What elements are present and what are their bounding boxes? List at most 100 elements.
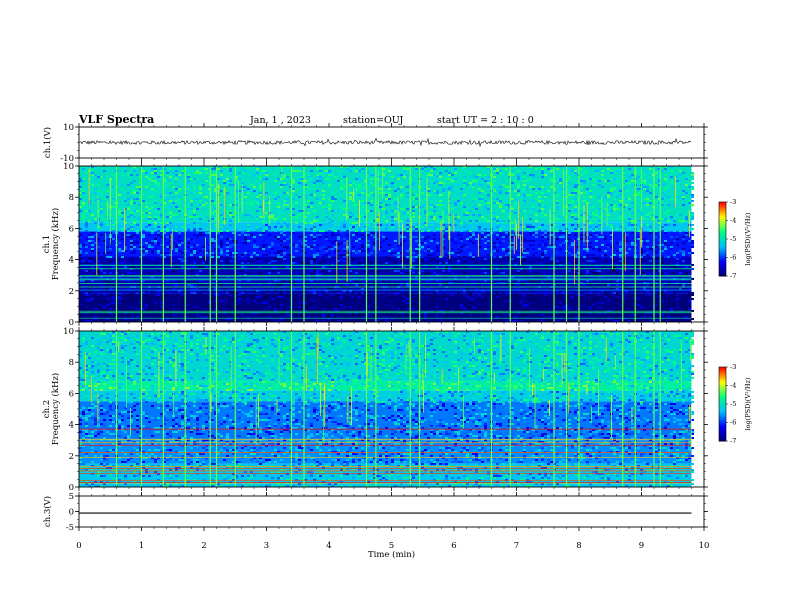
spectrogram-cell — [277, 256, 280, 258]
spectrogram-cell — [79, 320, 82, 322]
spectrogram-cell — [247, 208, 250, 210]
spectrogram-cell — [403, 266, 406, 268]
spectrogram-cell — [79, 302, 82, 304]
spectrogram-cell — [253, 278, 256, 280]
spectrogram-cell — [274, 208, 277, 210]
spectrogram-cell — [112, 208, 115, 210]
spectrogram-cell — [121, 218, 124, 220]
spectrogram-cell — [574, 238, 577, 240]
spectrogram-cell — [205, 284, 208, 286]
spectrogram-cell — [535, 272, 538, 274]
spectrogram-cell — [316, 198, 319, 200]
spectrogram-cell — [124, 210, 127, 212]
spectrogram-cell — [235, 274, 238, 276]
spectrogram-cell — [493, 228, 496, 230]
spectrogram-cell — [427, 228, 430, 230]
spectrogram-cell — [484, 180, 487, 182]
spectrogram-cell — [178, 256, 181, 258]
spectrogram-cell — [346, 168, 349, 170]
spectrogram-cell — [199, 206, 202, 208]
spectrogram-cell — [574, 256, 577, 258]
spectrogram-cell — [136, 276, 139, 278]
spectrogram-cell — [298, 280, 301, 282]
spectrogram-cell — [109, 262, 112, 264]
spectrogram-cell — [436, 306, 439, 308]
spectrogram-cell — [367, 314, 370, 316]
spectrogram-cell — [424, 272, 427, 274]
spectrogram-cell — [448, 302, 451, 304]
spectrogram-cell — [145, 214, 148, 216]
spectrogram-cell — [454, 172, 457, 174]
spectrogram-cell — [112, 228, 115, 230]
spectrogram-cell — [382, 296, 385, 298]
spectrogram-cell — [367, 204, 370, 206]
spectrogram-cell — [358, 292, 361, 294]
spectrogram-cell — [211, 238, 214, 240]
spectrogram-cell — [532, 290, 535, 292]
spectrogram-cell — [568, 204, 571, 206]
spectrogram-cell — [145, 202, 148, 204]
spectrogram-cell — [127, 298, 130, 300]
spectrogram-cell — [265, 302, 268, 304]
spectrogram-cell — [364, 216, 367, 218]
spectrogram-cell — [208, 288, 211, 290]
spectrogram-cell — [274, 280, 277, 282]
spectrogram-cell — [139, 196, 142, 198]
spectrogram-cell — [355, 214, 358, 216]
spectrogram-cell — [556, 218, 559, 220]
spectrogram-cell — [559, 302, 562, 304]
spectrogram-cell — [259, 228, 262, 230]
spectrogram-cell — [193, 178, 196, 180]
spectrogram-cell — [523, 172, 526, 174]
spectrogram-cell — [499, 306, 502, 308]
spectrogram-cell — [130, 204, 133, 206]
spectrogram-cell — [436, 260, 439, 262]
spectrogram-cell — [430, 254, 433, 256]
spectrogram-cell — [307, 274, 310, 276]
spectrogram-cell — [538, 196, 541, 198]
spectrogram-cell — [481, 184, 484, 186]
spectrogram-cell — [121, 212, 124, 214]
spectrogram-cell — [583, 172, 586, 174]
spectrogram-cell — [592, 272, 595, 274]
spectrogram-cell — [250, 202, 253, 204]
spectrogram-cell — [190, 292, 193, 294]
spectrogram-cell — [100, 176, 103, 178]
spectrogram-cell — [100, 284, 103, 286]
spectrogram-cell — [220, 292, 223, 294]
spectrogram-cell — [316, 190, 319, 192]
spectrogram-cell — [421, 270, 424, 272]
spectrogram-cell — [412, 190, 415, 192]
spectrogram-cell — [298, 276, 301, 278]
spectrogram-cell — [139, 182, 142, 184]
spectrogram-cell — [505, 292, 508, 294]
spectrogram-cell — [145, 252, 148, 254]
spectrogram-cell — [442, 182, 445, 184]
spectrogram-cell — [151, 266, 154, 268]
spectrogram-cell — [511, 294, 514, 296]
spectrogram-cell — [589, 166, 592, 168]
spectrogram-cell — [208, 278, 211, 280]
spectrogram-cell — [148, 178, 151, 180]
spectrogram-cell — [205, 216, 208, 218]
spectrogram-cell — [259, 188, 262, 190]
spectrogram-cell — [382, 284, 385, 286]
spectrogram-cell — [358, 166, 361, 168]
spectrogram-cell — [187, 292, 190, 294]
spectrogram-cell — [400, 172, 403, 174]
spectrogram-cell — [118, 262, 121, 264]
spectrogram-cell — [187, 220, 190, 222]
spectrogram-cell — [517, 182, 520, 184]
spectrogram-cell — [190, 208, 193, 210]
spectrogram-cell — [529, 304, 532, 306]
spectrogram-cell — [301, 314, 304, 316]
spectrogram-cell — [496, 220, 499, 222]
spectrogram-cell — [310, 228, 313, 230]
spectrogram-cell — [211, 194, 214, 196]
spectrogram-cell — [352, 226, 355, 228]
spectrogram-cell — [169, 228, 172, 230]
spectrogram-cell — [484, 258, 487, 260]
spectrogram-cell — [430, 224, 433, 226]
spectrogram-cell — [106, 252, 109, 254]
spectrogram-cell — [265, 300, 268, 302]
